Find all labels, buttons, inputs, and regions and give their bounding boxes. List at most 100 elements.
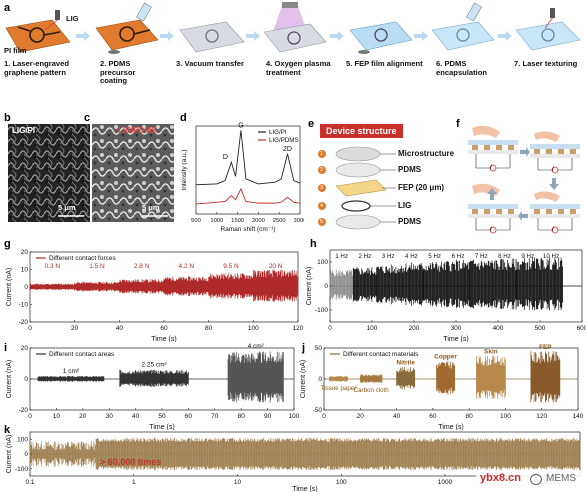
wechat-icon xyxy=(530,474,542,485)
signal-segment xyxy=(422,261,447,307)
y-tick-label: -20 xyxy=(19,407,29,414)
x-tick-label: 0 xyxy=(328,325,332,332)
x-tick-label: 1 xyxy=(132,479,136,486)
cycle-count-annotation: > 60,000 times xyxy=(100,457,161,467)
signal-bursts xyxy=(436,360,455,395)
signal-segment xyxy=(445,259,470,309)
step1-graphic xyxy=(5,10,71,53)
layer-number-5: 5 xyxy=(320,219,324,225)
signal-segment xyxy=(530,351,561,403)
signal-segment xyxy=(37,375,105,382)
signal-segment xyxy=(492,258,517,310)
signal-segment xyxy=(227,351,284,403)
signal-segment xyxy=(376,264,401,305)
y-axis-label: Intensity (a.u.) xyxy=(181,149,188,190)
lig-pdms-sem-image xyxy=(92,124,174,222)
panel-i-label: i xyxy=(4,342,8,354)
y-tick-label: 50 xyxy=(315,345,323,352)
x-tick-label: 100 xyxy=(336,479,347,486)
watermark-badge xyxy=(476,470,582,488)
signal-bursts xyxy=(469,259,494,309)
x-tick-label: 1000 xyxy=(438,479,453,486)
x-tick-label: 60 xyxy=(160,325,168,332)
x-tick-label: 100 xyxy=(367,325,378,332)
device-structure-title: Device structure xyxy=(320,124,403,138)
segment-label: Copper xyxy=(434,353,457,360)
segment-label: 7 Hz xyxy=(475,253,488,260)
signal-bursts xyxy=(118,279,165,294)
y-tick-label: -100 xyxy=(15,466,28,473)
y-tick-label: 20 xyxy=(21,249,29,256)
segment-label: 8 Hz xyxy=(498,253,511,260)
panel-b-label: b xyxy=(4,112,11,124)
panel-e-label: e xyxy=(308,118,315,130)
segment-label: 2 Hz xyxy=(359,253,372,260)
signal-bursts xyxy=(515,257,540,311)
signal-segment xyxy=(359,374,383,384)
x-tick-label: 1500 xyxy=(231,218,244,224)
signal-segment xyxy=(476,355,506,399)
segment-label: 2.25 cm² xyxy=(141,362,167,369)
series-line xyxy=(195,187,301,205)
signal-bursts xyxy=(252,269,299,302)
segment-label: 4 cm² xyxy=(248,343,265,350)
segment-label: 2.8 N xyxy=(134,263,150,270)
mech-state-2 xyxy=(530,131,580,174)
y-tick-label: -20 xyxy=(19,319,29,326)
watermark-site: ybx8.cn xyxy=(480,472,521,484)
signal-segment xyxy=(252,269,299,302)
layer-number-2: 2 xyxy=(320,167,324,173)
step-3-caption: 3. Vacuum transfer xyxy=(176,59,244,68)
signal-bursts xyxy=(422,261,447,307)
signal-segment xyxy=(119,369,189,387)
step4-graphic xyxy=(263,2,327,53)
x-tick-label: 10 xyxy=(234,479,242,486)
segment-label: 5 Hz xyxy=(428,253,441,260)
signal-segment xyxy=(329,375,348,382)
x-tick-label: 20 xyxy=(357,413,365,420)
step-6-caption: 6. PDMS encapsulation xyxy=(436,59,488,77)
x-tick-label: 0 xyxy=(28,413,32,420)
signal-bursts xyxy=(29,283,76,290)
x-tick-label: 100 xyxy=(289,413,300,420)
layer-number-3: 3 xyxy=(320,185,324,191)
layer-lig: LIG xyxy=(398,201,412,210)
segment-label: 10 Hz xyxy=(543,253,559,260)
segment-label: 6 Hz xyxy=(452,253,465,260)
x-tick-label: 3000 xyxy=(294,218,304,224)
y-tick-label: 0 xyxy=(24,376,28,383)
x-tick-label: 400 xyxy=(493,325,504,332)
current-mark-1: I xyxy=(490,164,492,171)
x-axis-label: Raman shift (cm⁻¹) xyxy=(220,226,275,233)
legend-label: Different contact forces xyxy=(49,255,116,262)
signal-bursts xyxy=(163,276,210,296)
x-tick-label: 0 xyxy=(28,325,32,332)
y-axis-label: Current (nA) xyxy=(306,267,313,306)
x-axis-label: Time (s) xyxy=(292,486,317,492)
signal-bursts xyxy=(208,273,254,299)
working-mechanism-diagram xyxy=(468,125,580,234)
x-tick-label: 0.1 xyxy=(25,479,34,486)
x-tick-label: 200 xyxy=(409,325,420,332)
fabrication-process-illustration xyxy=(5,2,581,54)
peak-label: G xyxy=(238,122,243,129)
x-tick-label: 80 xyxy=(238,413,246,420)
signal-segment xyxy=(163,276,210,296)
y-tick-label: -100 xyxy=(315,307,328,314)
peak-label: 2D xyxy=(283,146,292,153)
lig-label: LIG xyxy=(66,14,79,23)
segment-label: Nitrile xyxy=(396,360,415,367)
layer-number-4: 4 xyxy=(320,203,324,209)
signal-bursts xyxy=(227,351,284,403)
signal-bursts xyxy=(329,269,354,301)
panel-h-label: h xyxy=(310,238,317,250)
segment-label: 1 Hz xyxy=(335,253,348,260)
step-7-caption: 7. Laser texturing xyxy=(514,59,578,68)
segment-label: 4.2 N xyxy=(179,263,195,270)
y-tick-label: 0 xyxy=(324,283,328,290)
x-tick-label: 40 xyxy=(393,413,401,420)
current-mark-2: I xyxy=(552,166,554,173)
y-axis-label: Current (nA) xyxy=(6,268,13,307)
lig-pdms-title: LIG/PDMS xyxy=(118,126,157,135)
mech-state-3 xyxy=(530,191,580,234)
